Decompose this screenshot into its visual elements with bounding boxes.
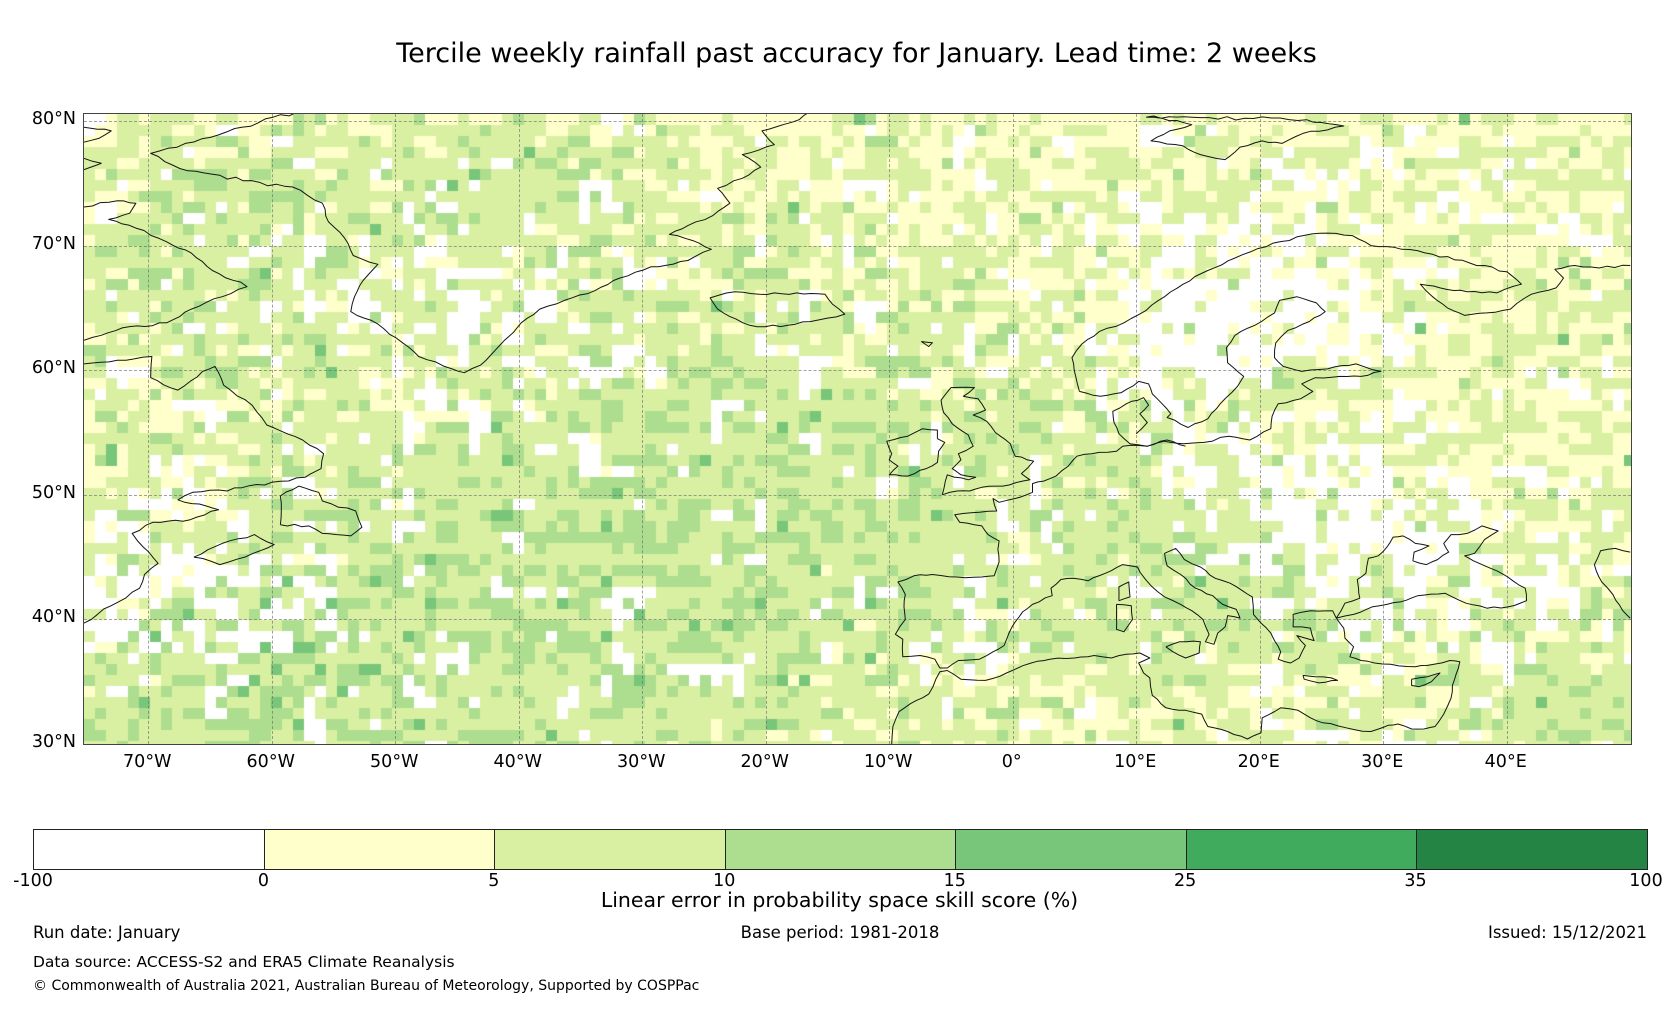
colorbar-tick-label: 100: [1629, 871, 1663, 891]
chart-title: Tercile weekly rainfall past accuracy fo…: [396, 38, 1317, 69]
colorbar-segment: [263, 830, 495, 869]
skill-score-raster: [84, 114, 1631, 744]
meridian-gridline: [765, 114, 767, 744]
lon-tick-label: 70°W: [123, 752, 172, 772]
base-period-text: Base period: 1981-2018: [740, 923, 940, 942]
issued-date-text: Issued: 15/12/2021: [1487, 923, 1647, 942]
colorbar-tick-label: 35: [1404, 871, 1427, 891]
parallel-gridline: [84, 619, 1631, 621]
meridian-gridline: [518, 114, 520, 744]
lon-tick-label: 30°E: [1361, 752, 1404, 772]
lon-tick-label: 10°W: [864, 752, 913, 772]
meridian-gridline: [642, 114, 644, 744]
lon-tick-label: 40°E: [1484, 752, 1527, 772]
meridian-gridline: [1383, 114, 1385, 744]
meridian-gridline: [889, 114, 891, 744]
colorbar-tick-label: 10: [713, 871, 736, 891]
colorbar-tick-label: 0: [257, 871, 269, 891]
lon-tick-label: 20°W: [740, 752, 789, 772]
colorbar: [33, 829, 1648, 870]
lon-tick-label: 40°W: [493, 752, 542, 772]
lon-tick-label: 60°W: [246, 752, 295, 772]
parallel-gridline: [84, 494, 1631, 496]
map-plot-area: [83, 113, 1632, 745]
colorbar-label: Linear error in probability space skill …: [600, 888, 1079, 912]
meridian-gridline: [1136, 114, 1138, 744]
meridian-gridline: [271, 114, 273, 744]
map-clip: [84, 114, 1631, 744]
lon-tick-label: 10°E: [1114, 752, 1157, 772]
colorbar-segment: [34, 830, 264, 869]
lon-tick-label: 30°W: [617, 752, 666, 772]
colorbar-segment: [494, 830, 725, 869]
run-date-text: Run date: January: [33, 923, 181, 942]
lat-tick-label: 60°N: [31, 358, 76, 379]
lat-tick-label: 40°N: [31, 607, 76, 628]
colorbar-tick-label: -100: [13, 871, 53, 891]
lat-tick-label: 30°N: [31, 731, 76, 752]
lat-tick-label: 70°N: [31, 233, 76, 254]
copyright-text: © Commonwealth of Australia 2021, Austra…: [33, 978, 700, 994]
data-source-text: Data source: ACCESS-S2 and ERA5 Climate …: [33, 953, 455, 971]
parallel-gridline: [84, 245, 1631, 247]
meridian-gridline: [1506, 114, 1508, 744]
colorbar-tick-label: 25: [1174, 871, 1197, 891]
lon-tick-label: 50°W: [370, 752, 419, 772]
meridian-gridline: [395, 114, 397, 744]
colorbar-segment: [1185, 830, 1417, 869]
lon-tick-label: 20°E: [1237, 752, 1280, 772]
lat-tick-label: 50°N: [31, 482, 76, 503]
colorbar-segment: [955, 830, 1186, 869]
meridian-gridline: [1012, 114, 1014, 744]
colorbar-tick-label: 15: [943, 871, 966, 891]
meridian-gridline: [148, 114, 150, 744]
parallel-gridline: [84, 370, 1631, 372]
colorbar-segment: [1416, 830, 1648, 869]
meridian-gridline: [1259, 114, 1261, 744]
lat-tick-label: 80°N: [31, 108, 76, 129]
colorbar-tick-label: 5: [488, 871, 500, 891]
colorbar-segment: [724, 830, 956, 869]
lon-tick-label: 0°: [1001, 752, 1022, 772]
parallel-gridline: [84, 120, 1631, 122]
